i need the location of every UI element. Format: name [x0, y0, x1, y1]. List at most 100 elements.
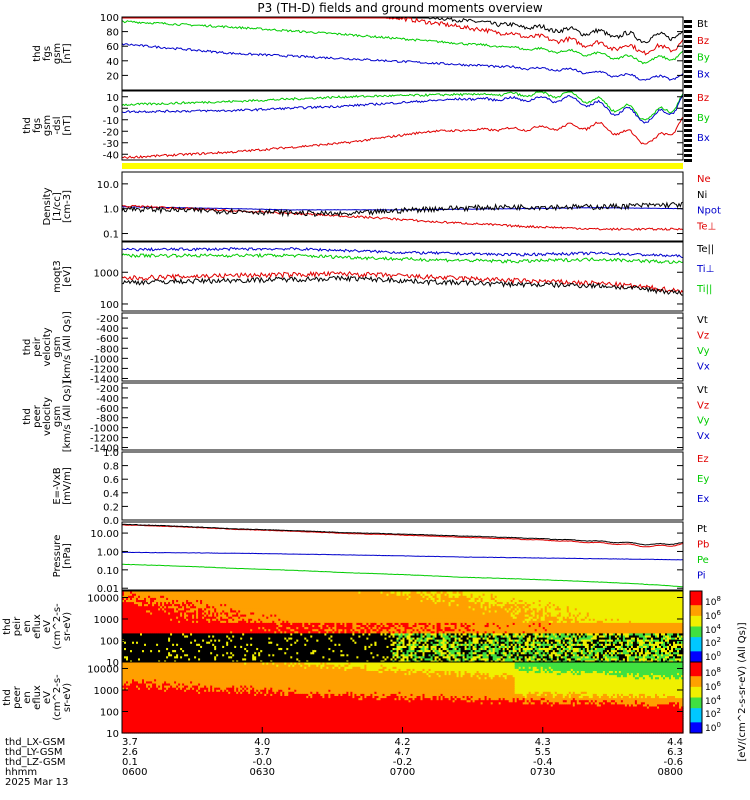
panel-frame — [122, 313, 683, 381]
panel-frame — [122, 452, 683, 520]
panel-frame — [122, 172, 683, 241]
y-tick-label: 80 — [106, 28, 119, 39]
axis-ladder — [684, 99, 692, 102]
y-tick-label: 0 — [113, 104, 119, 115]
legend-By: By — [697, 113, 710, 124]
legend-Bx: Bx — [697, 69, 710, 80]
panel-frame — [122, 383, 683, 450]
legend-Vt: Vt — [697, 315, 708, 326]
y-axis-label: thdpeervelocitygsm[km/s (All Qs)] — [22, 381, 73, 453]
legend-Bt: Bt — [697, 19, 708, 30]
y-axis-label-line: [mV/m] — [62, 467, 73, 505]
y-tick-label: 0.4 — [103, 489, 119, 500]
legend-By: By — [697, 53, 710, 64]
legend-Vx: Vx — [697, 362, 710, 373]
y-tick-label: 1000 — [94, 268, 119, 279]
panel-fgs_gsm: 100 80 60 40 20 thdfgsgsm[nT] Bt Bz By Bx — [32, 13, 710, 90]
y-axis-label-line: [km/s (All Qs)] — [62, 381, 73, 453]
y-tick-label: 0.10 — [97, 566, 119, 577]
y-tick-label: 100 — [100, 13, 119, 24]
overview-figure: P3 (TH-D) fields and ground moments over… — [0, 0, 750, 800]
axis-ladder — [684, 30, 692, 33]
panel-peer_velocity: -200-400-600-800-1000-1200-1400thdpeerve… — [22, 381, 710, 455]
series-line-Pb — [122, 525, 683, 547]
y-tick-label: -10 — [103, 116, 119, 127]
axis-ladder — [684, 85, 692, 88]
y-tick-label: 0.2 — [103, 502, 119, 513]
figure-title: P3 (TH-D) fields and ground moments over… — [257, 1, 542, 15]
axis-ladder — [684, 144, 692, 147]
y-tick-label: 0.1 — [103, 230, 119, 241]
panel-fgs_gsm_dsl: 100-10-20-30-40 thdfgsgsm-dsl[nT] Bz By Bx — [22, 91, 710, 169]
axis-ladder — [684, 139, 692, 142]
legend-Vy: Vy — [697, 346, 710, 357]
panel-frame — [122, 17, 683, 90]
legend-Bx: Bx — [697, 133, 710, 144]
y-tick-label: 1.00 — [97, 547, 119, 558]
legend-Pi: Pi — [697, 571, 706, 582]
legend-Ti||: Ti|| — [696, 284, 712, 295]
axis-ladder — [684, 45, 692, 48]
legend-Pt: Pt — [697, 524, 707, 535]
legend-Ez: Ez — [697, 454, 709, 465]
axis-ladder — [684, 60, 692, 63]
series-line-Pe — [122, 564, 683, 587]
axis-ladder — [684, 154, 692, 157]
legend-Bz: Bz — [697, 36, 709, 47]
y-axis-label: E=-VxB[mV/m] — [52, 467, 73, 505]
axis-ladder — [684, 55, 692, 58]
legend-Te⊥: Te⊥ — [696, 221, 716, 232]
panel-peir_spec: 10000100010010thdpeirenefluxeV(cm^2-s-sr… — [2, 591, 684, 669]
axis-ladder — [684, 109, 692, 112]
axis-ladder — [684, 129, 692, 132]
y-tick-label: 10.0 — [97, 180, 119, 191]
y-tick-label: 10.00 — [90, 529, 119, 540]
y-tick-label: 0.0 — [103, 516, 119, 527]
axis-ladder — [684, 40, 692, 43]
y-axis-label: thdpeirvelocitygsm[km/s (All Qs)] — [22, 311, 73, 383]
series-line-Bz — [122, 117, 683, 158]
series-line-Pi — [122, 552, 683, 560]
legend-Vz: Vz — [697, 400, 709, 411]
axis-ladder — [684, 70, 692, 73]
series-line-Te|| — [122, 276, 683, 295]
axis-ladder — [684, 80, 692, 83]
legend-Vt: Vt — [697, 385, 708, 396]
y-axis-label-line: [nT] — [62, 43, 73, 63]
axis-ladder — [684, 25, 692, 28]
y-axis-label-line: [km/s (All Qs)] — [62, 311, 73, 383]
axis-ladder — [684, 124, 692, 127]
axis-ladder — [684, 119, 692, 122]
legend-Vz: Vz — [697, 331, 709, 342]
y-axis-label: Pressure[nPa] — [52, 535, 73, 578]
y-tick-label: -30 — [103, 139, 119, 150]
axis-ladder — [684, 159, 692, 162]
y-tick-label: -40 — [103, 150, 119, 161]
series-line-Ti|| — [122, 254, 683, 264]
y-axis-label-line: [cm-3] — [62, 190, 73, 223]
axis-ladder — [684, 75, 692, 78]
legend-Bz: Bz — [697, 93, 709, 104]
axis-ladder — [684, 65, 692, 68]
series-line-By — [122, 21, 683, 64]
y-axis-label: thdfgsgsm-dsl[nT] — [22, 115, 73, 136]
series-line-Bz — [122, 18, 683, 55]
y-tick-label: 10 — [106, 93, 119, 104]
panel-peir_velocity: -200-400-600-800-1000-1200-1400thdpeirve… — [22, 311, 710, 385]
quality-flag-bar — [122, 163, 683, 169]
series-line-Bx — [122, 43, 683, 80]
y-tick-label: -20 — [103, 127, 119, 138]
y-tick-label: 40 — [106, 57, 119, 68]
axis-ladder — [684, 20, 692, 23]
y-tick-label: 20 — [106, 71, 119, 82]
legend-Ti⊥: Ti⊥ — [696, 264, 714, 275]
y-axis-label: thdfgsgsm[nT] — [32, 43, 73, 64]
y-tick-label: 60 — [106, 42, 119, 53]
axis-ladder — [684, 114, 692, 117]
legend-Ni: Ni — [697, 190, 707, 201]
y-axis-label: Density[1/cc][cm-3] — [42, 187, 73, 225]
